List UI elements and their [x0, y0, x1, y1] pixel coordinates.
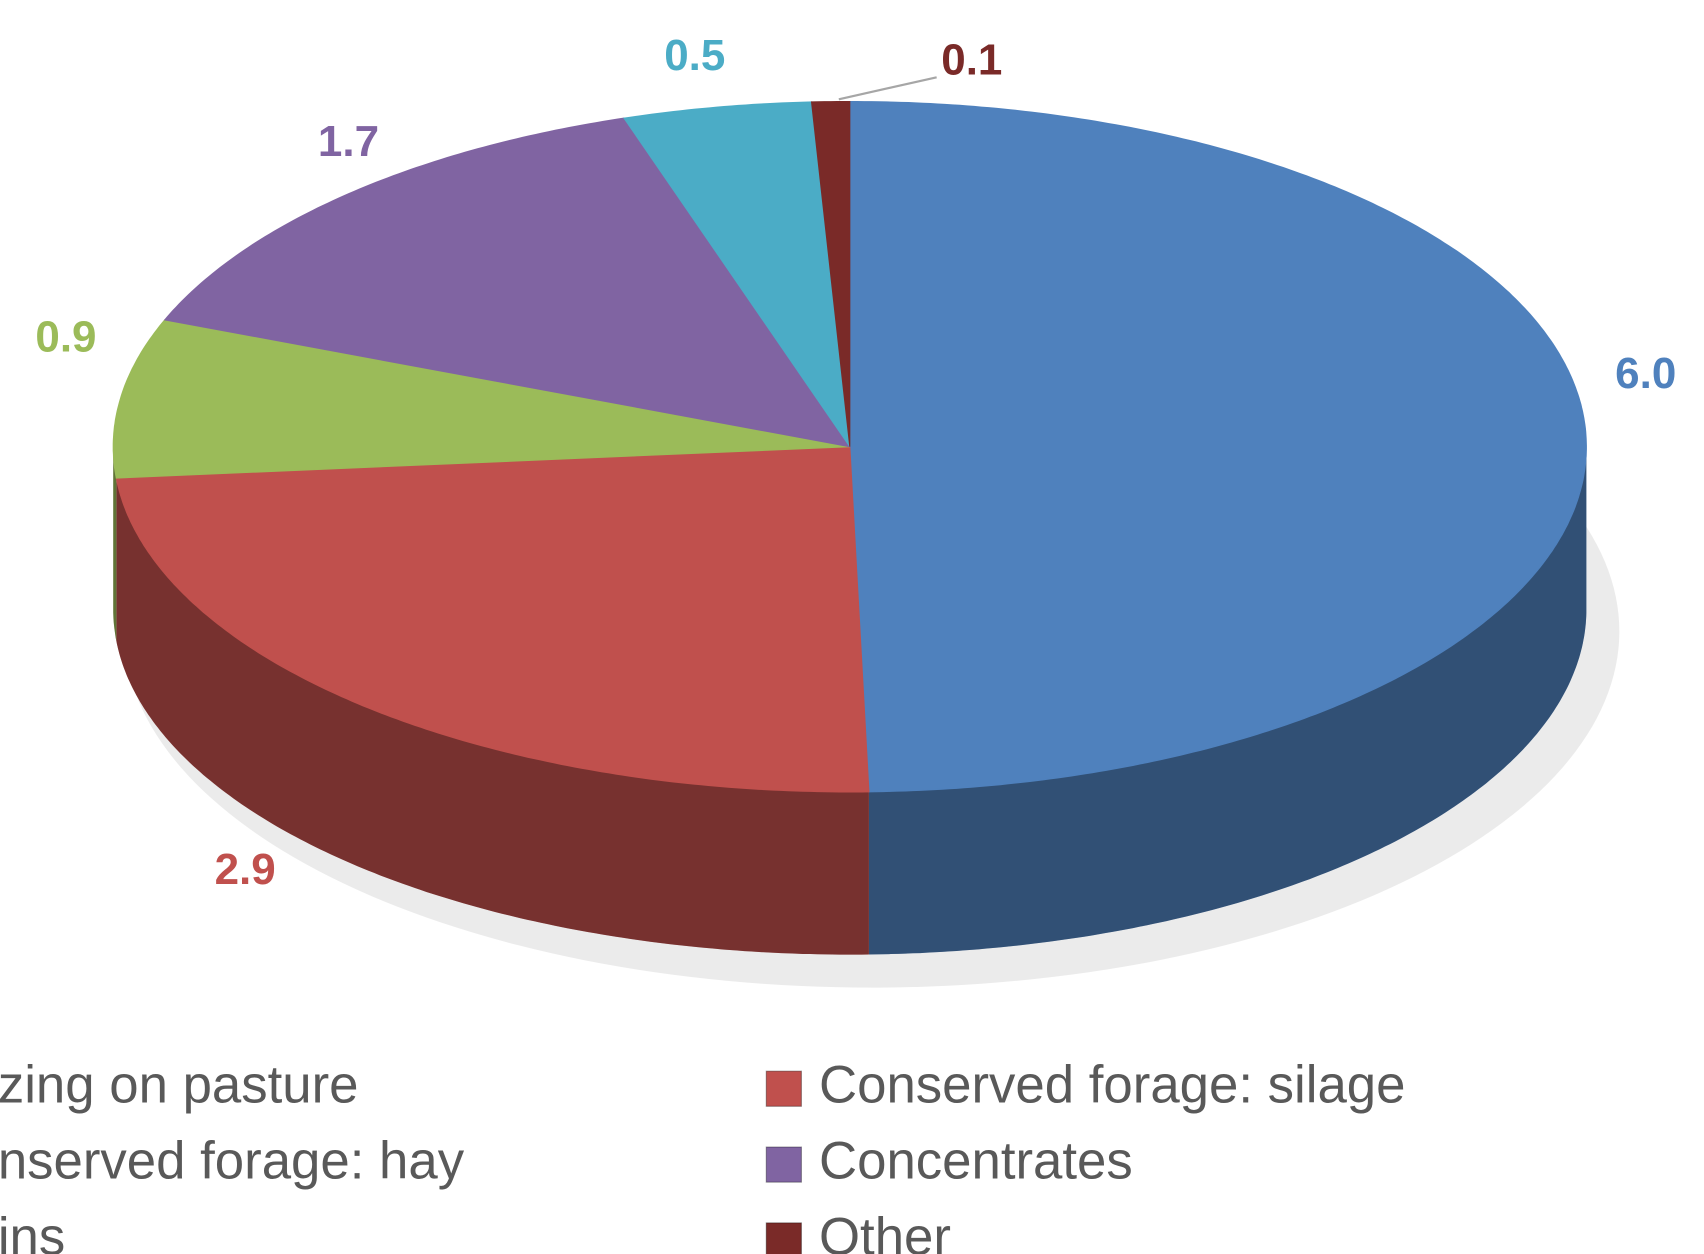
data-label: 1.7 [318, 117, 379, 166]
data-label: 0.5 [664, 31, 725, 80]
legend-marker [765, 1146, 802, 1183]
data-label: 2.9 [215, 845, 276, 894]
legend-label: Conserved forage: silage [819, 1056, 1405, 1115]
legend-label: Concentrates [819, 1132, 1133, 1191]
data-label: 0.9 [35, 313, 96, 362]
slice [112, 319, 850, 479]
slice [849, 100, 1587, 793]
legend-label: zing on pasture [0, 1056, 359, 1115]
legend-label: nserved forage: hay [0, 1132, 465, 1191]
legend-marker [765, 1222, 802, 1254]
data-label: 6.0 [1615, 349, 1676, 398]
legend-label: Other [819, 1207, 951, 1254]
slice-side-shade [116, 478, 869, 955]
slice [163, 117, 852, 448]
legend-marker [765, 1070, 802, 1107]
slice-side [113, 446, 117, 641]
data-label: 0.1 [941, 36, 1002, 85]
slice-side [116, 478, 869, 955]
slice-side-shade [113, 446, 117, 641]
slice [115, 446, 870, 793]
slice-side [868, 446, 1587, 955]
legend-label: ins [0, 1207, 65, 1254]
slice [623, 101, 851, 448]
slice-side-shade [868, 446, 1587, 955]
leader-line [838, 76, 937, 101]
slice [810, 100, 851, 447]
